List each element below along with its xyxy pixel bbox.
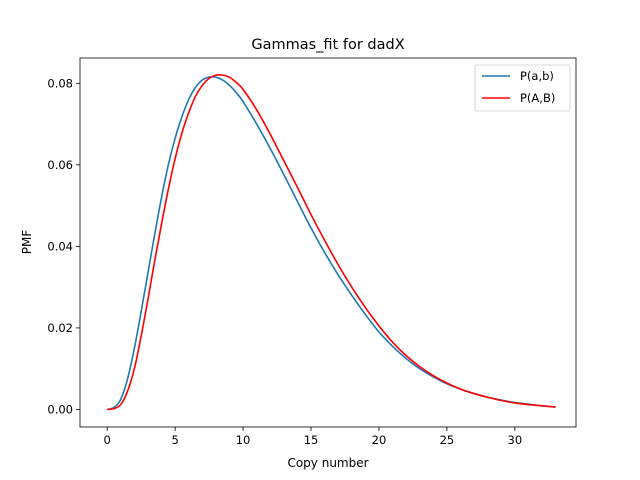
x-tick-label: 10 [236,433,251,447]
x-tick-label: 5 [171,433,178,447]
y-axis-ticks: 0.00 0.02 0.04 0.06 0.08 [47,76,80,416]
y-tick-label: 0.06 [47,158,73,172]
x-tick-label: 20 [372,433,387,447]
y-tick-label: 0.08 [47,76,73,90]
plot-area [80,58,576,427]
legend-label-1: P(a,b) [520,69,554,83]
plot-frame [79,57,577,428]
y-tick-label: 0.02 [47,321,73,335]
series-lines [106,73,556,411]
y-tick-label: 0.00 [47,402,73,416]
x-axis-label: Copy number [287,456,368,470]
legend-label-2: P(A,B) [520,91,555,105]
series-line-2 [107,73,556,411]
y-axis-label: PMF [20,230,34,255]
x-tick-label: 30 [508,433,523,447]
x-axis-ticks: 0 5 10 15 20 25 30 [104,427,523,447]
x-tick-label: 0 [104,433,111,447]
chart-title: Gammas_fit for dadX [251,37,404,53]
y-tick-label: 0.04 [47,239,73,253]
legend: P(a,b) P(A,B) [474,64,571,112]
x-tick-label: 25 [440,433,455,447]
x-tick-label: 15 [304,433,319,447]
